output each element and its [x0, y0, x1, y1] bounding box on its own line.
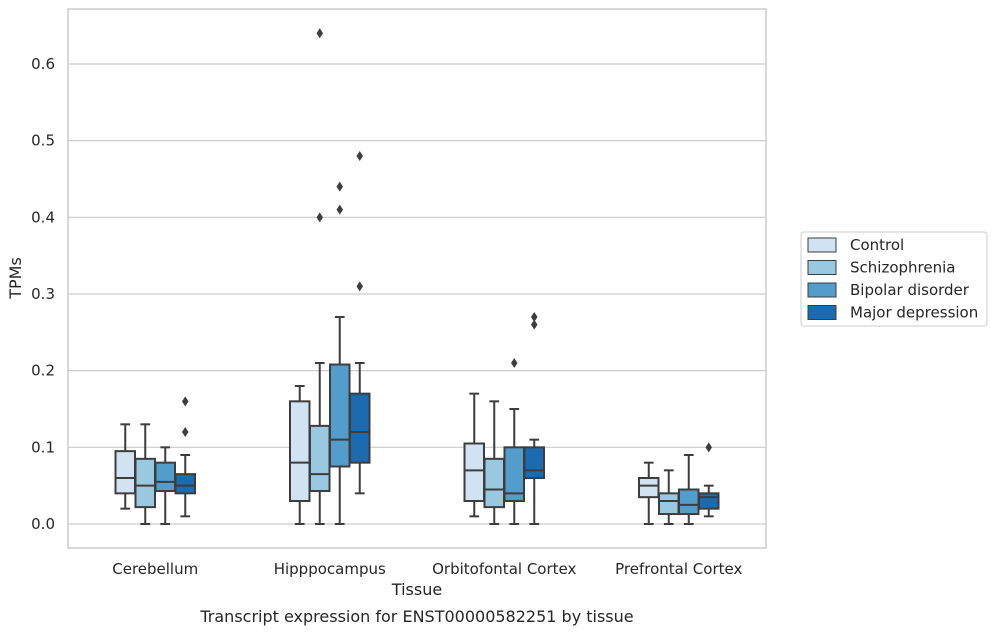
box-group: [658, 469, 680, 525]
outlier-point: [316, 212, 323, 223]
box-iqr: [349, 392, 371, 464]
legend-label: Bipolar disorder: [850, 281, 970, 299]
y-tick-label: 0.2: [31, 362, 55, 380]
box-group: [114, 423, 136, 510]
plot-frame: [67, 8, 767, 549]
box-iqr: [678, 488, 700, 516]
x-tick-labels: Cerebellum Hipppocampus Orbitofontal Corte…: [112, 560, 742, 578]
y-tick-label: 0.6: [31, 55, 55, 73]
box-group: [309, 28, 331, 525]
legend-label: Major depression: [850, 304, 978, 322]
legend-swatch: [807, 305, 837, 320]
box-group: [329, 181, 351, 525]
y-gridlines: [68, 63, 766, 525]
box-iqr: [329, 363, 351, 468]
outlier-point: [336, 204, 343, 215]
legend-swatch: [807, 282, 837, 298]
box-group: [154, 446, 176, 525]
box-iqr: [134, 457, 156, 509]
outlier-point: [511, 357, 518, 368]
box-group: [523, 311, 545, 525]
outlier-point: [336, 181, 343, 192]
box-iqr: [638, 476, 660, 499]
y-tick-label: 0.3: [31, 285, 55, 303]
box-layer: [114, 28, 720, 525]
box-iqr: [289, 400, 311, 502]
box-group: [463, 392, 485, 518]
outlier-point: [356, 281, 363, 292]
legend: Control Schizophrenia Bipolar disorder Majo…: [800, 231, 988, 327]
y-tick-label: 0.4: [31, 208, 55, 226]
legend-swatch: [807, 237, 837, 253]
box-group: [349, 150, 371, 495]
box-group: [289, 384, 311, 525]
outlier-point: [705, 442, 712, 453]
box-group: [678, 453, 700, 525]
box-group: [134, 423, 156, 525]
y-tick-label: 0.0: [31, 515, 55, 533]
x-tick-label: Orbitofontal Cortex: [432, 560, 576, 578]
box-group: [503, 357, 525, 525]
box-group: [483, 400, 505, 525]
y-tick-label: 0.1: [31, 438, 55, 456]
box-iqr: [174, 473, 196, 495]
y-tick-labels: 0.0 0.1 0.2 0.3 0.4 0.5 0.6: [31, 55, 55, 533]
outlier-point: [531, 319, 538, 330]
legend-frame: [800, 231, 988, 327]
outlier-point: [356, 150, 363, 161]
box-iqr: [523, 446, 545, 479]
outlier-point: [316, 28, 323, 39]
outlier-point: [531, 311, 538, 322]
box-group: [698, 442, 720, 518]
box-iqr: [463, 442, 485, 502]
x-tick-label: Prefrontal Cortex: [615, 560, 742, 578]
box-iqr: [698, 492, 720, 510]
legend-label: Schizophrenia: [850, 259, 955, 277]
chart-caption: Transcript expression for ENST0000058225…: [199, 607, 633, 626]
legend-label: Control: [850, 236, 904, 254]
x-tick-label: Cerebellum: [112, 560, 198, 578]
y-axis-label: TPMs: [6, 257, 25, 300]
legend-swatch: [807, 260, 837, 275]
y-tick-label: 0.5: [31, 132, 55, 150]
x-tick-label: Hipppocampus: [274, 560, 386, 578]
box-iqr: [483, 457, 505, 509]
outlier-point: [182, 426, 189, 437]
box-iqr: [114, 450, 136, 495]
box-iqr: [309, 424, 331, 493]
x-axis-label: Tissue: [391, 580, 442, 599]
box-group: [174, 396, 196, 518]
box-group: [638, 461, 660, 525]
outlier-point: [182, 396, 189, 407]
box-iqr: [154, 461, 176, 493]
box-iqr: [658, 492, 680, 516]
